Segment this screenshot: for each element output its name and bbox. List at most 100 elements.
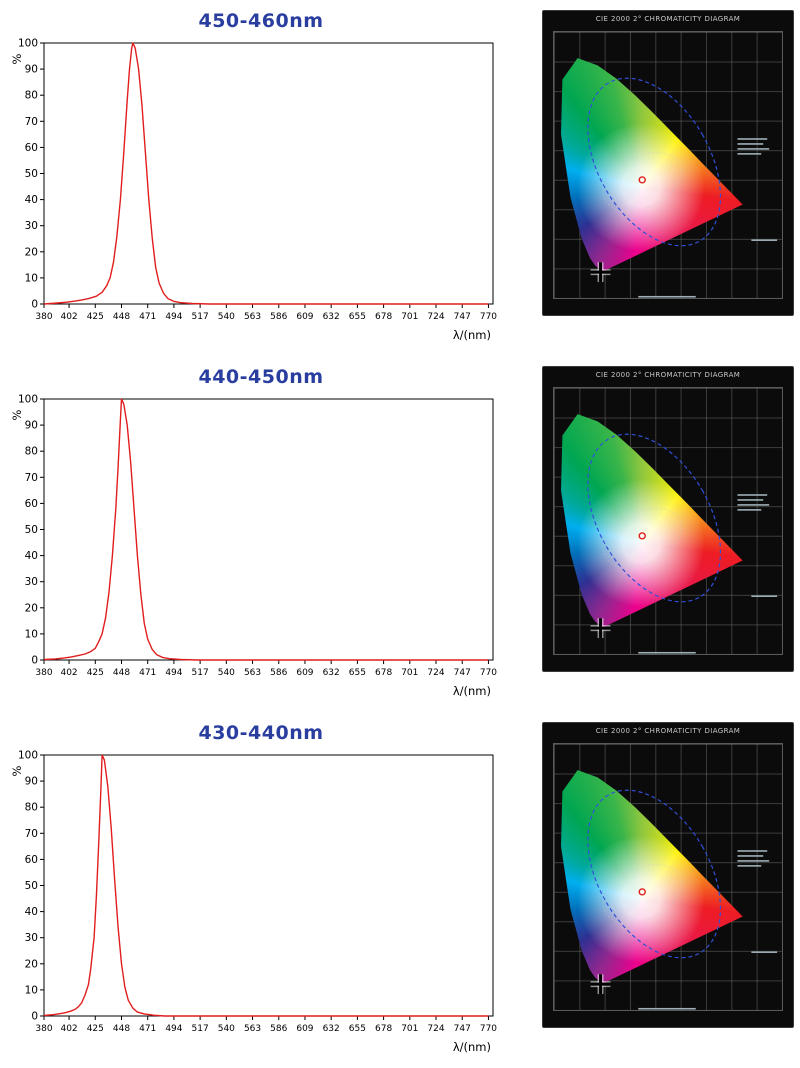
cie-diagram-title: CIE 2000 2° CHROMATICITY DIAGRAM: [595, 15, 741, 23]
x-tick-label: 609: [296, 312, 313, 322]
spectrum-curve: [43, 398, 488, 661]
y-tick-label: 40: [24, 906, 37, 918]
y-tick-label: 10: [24, 628, 37, 640]
spectrum-row-450-460: 450-460nm 0 10 20 30 40 50 60 70 80 90 100 380 402 42…: [0, 0, 800, 356]
chart-title: 440-450nm: [198, 366, 324, 388]
y-tick-label: 20: [24, 602, 37, 614]
y-tick-label: 90: [24, 420, 37, 432]
y-tick-label: 100: [17, 394, 37, 406]
x-tick-label: 609: [296, 668, 313, 678]
y-tick-label: 60: [24, 142, 37, 154]
x-tick-label: 517: [191, 668, 208, 678]
x-tick-label: 678: [375, 1024, 392, 1034]
spectrum-curve: [43, 754, 488, 1017]
x-tick-label: 402: [60, 668, 77, 678]
y-tick-label: 40: [24, 194, 37, 206]
x-tick-label: 425: [86, 668, 103, 678]
spectrum-curve: [43, 42, 488, 305]
y-tick-label: 50: [24, 880, 37, 892]
plot-area: [43, 42, 493, 305]
x-tick-label: 655: [348, 312, 365, 322]
cie-diagram-block: CIE 2000 2° CHROMATICITY DIAGRAM: [542, 364, 794, 672]
x-tick-label: 747: [453, 668, 470, 678]
x-tick-label: 655: [348, 668, 365, 678]
x-tick-label: 747: [453, 312, 470, 322]
x-axis-label: λ/(nm): [452, 1040, 490, 1054]
spectrum-chart-block: 430-440nm 0 10 20 30 40 50 60 70 80 90 100 380 402 42…: [2, 720, 510, 1058]
y-tick-label: 70: [24, 116, 37, 128]
spectrum-chart-block: 450-460nm 0 10 20 30 40 50 60 70 80 90 100 380 402 42…: [2, 8, 510, 346]
x-tick-label: 425: [86, 312, 103, 322]
cie-diagram-title: CIE 2000 2° CHROMATICITY DIAGRAM: [595, 727, 741, 735]
y-tick-label: 70: [24, 828, 37, 840]
x-tick-label: 380: [35, 668, 52, 678]
x-tick-label: 380: [35, 312, 52, 322]
x-tick-label: 380: [35, 1024, 52, 1034]
x-tick-label: 770: [479, 312, 496, 322]
y-tick-label: 90: [24, 776, 37, 788]
x-tick-label: 563: [243, 668, 260, 678]
spectrum-row-430-440: 430-440nm 0 10 20 30 40 50 60 70 80 90 100 380 402 42…: [0, 712, 800, 1068]
x-axis-label: λ/(nm): [452, 328, 490, 342]
x-tick-label: 770: [479, 1024, 496, 1034]
x-tick-label: 471: [139, 1024, 156, 1034]
y-tick-label: 40: [24, 550, 37, 562]
y-tick-label: 0: [31, 1011, 38, 1023]
x-axis-label: λ/(nm): [452, 684, 490, 698]
y-axis-label: %: [10, 409, 24, 420]
y-tick-label: 100: [17, 750, 37, 762]
x-tick-label: 540: [217, 1024, 234, 1034]
x-tick-label: 448: [112, 1024, 129, 1034]
y-tick-label: 30: [24, 932, 37, 944]
y-tick-label: 70: [24, 472, 37, 484]
x-tick-label: 724: [427, 1024, 444, 1034]
y-tick-label: 10: [24, 272, 37, 284]
cie-chromaticity-diagram: CIE 2000 2° CHROMATICITY DIAGRAM: [542, 722, 794, 1028]
chart-title: 430-440nm: [198, 722, 324, 744]
x-tick-label: 586: [270, 1024, 287, 1034]
x-tick-label: 586: [270, 668, 287, 678]
x-tick-label: 724: [427, 312, 444, 322]
spectrum-chart: 0 10 20 30 40 50 60 70 80 90 100 380 402 425 448 471 494…: [10, 750, 497, 1055]
x-tick-label: 586: [270, 312, 287, 322]
x-tick-label: 402: [60, 312, 77, 322]
y-tick-label: 100: [17, 38, 37, 50]
x-tick-label: 563: [243, 312, 260, 322]
y-tick-label: 0: [31, 655, 38, 667]
spectrum-chart: 0 10 20 30 40 50 60 70 80 90 100 380 402 425 448 471 494…: [10, 38, 497, 343]
x-tick-label: 540: [217, 668, 234, 678]
spectrum-chart: 0 10 20 30 40 50 60 70 80 90 100 380 402 425 448 471 494…: [10, 394, 497, 699]
y-tick-label: 20: [24, 246, 37, 258]
x-tick-label: 724: [427, 668, 444, 678]
x-tick-label: 448: [112, 312, 129, 322]
cie-chromaticity-diagram: CIE 2000 2° CHROMATICITY DIAGRAM: [542, 10, 794, 316]
y-tick-label: 0: [31, 299, 38, 311]
y-tick-label: 20: [24, 958, 37, 970]
x-tick-label: 471: [139, 668, 156, 678]
chart-title: 450-460nm: [198, 10, 324, 32]
x-tick-label: 632: [322, 1024, 339, 1034]
x-tick-label: 448: [112, 668, 129, 678]
x-tick-label: 632: [322, 668, 339, 678]
cie-diagram-block: CIE 2000 2° CHROMATICITY DIAGRAM: [542, 8, 794, 316]
x-tick-label: 471: [139, 312, 156, 322]
x-tick-label: 517: [191, 312, 208, 322]
cie-diagram-title: CIE 2000 2° CHROMATICITY DIAGRAM: [595, 371, 741, 379]
x-tick-label: 655: [348, 1024, 365, 1034]
y-tick-label: 90: [24, 64, 37, 76]
x-tick-label: 609: [296, 1024, 313, 1034]
cie-diagram-block: CIE 2000 2° CHROMATICITY DIAGRAM: [542, 720, 794, 1028]
x-tick-label: 632: [322, 312, 339, 322]
x-tick-label: 494: [165, 668, 182, 678]
x-tick-label: 540: [217, 312, 234, 322]
y-axis-label: %: [10, 765, 24, 776]
x-tick-label: 563: [243, 1024, 260, 1034]
y-tick-label: 80: [24, 802, 37, 814]
plot-area: [43, 754, 493, 1017]
x-tick-label: 678: [375, 312, 392, 322]
y-tick-label: 30: [24, 220, 37, 232]
x-tick-label: 747: [453, 1024, 470, 1034]
x-tick-label: 402: [60, 1024, 77, 1034]
x-tick-label: 701: [401, 1024, 418, 1034]
